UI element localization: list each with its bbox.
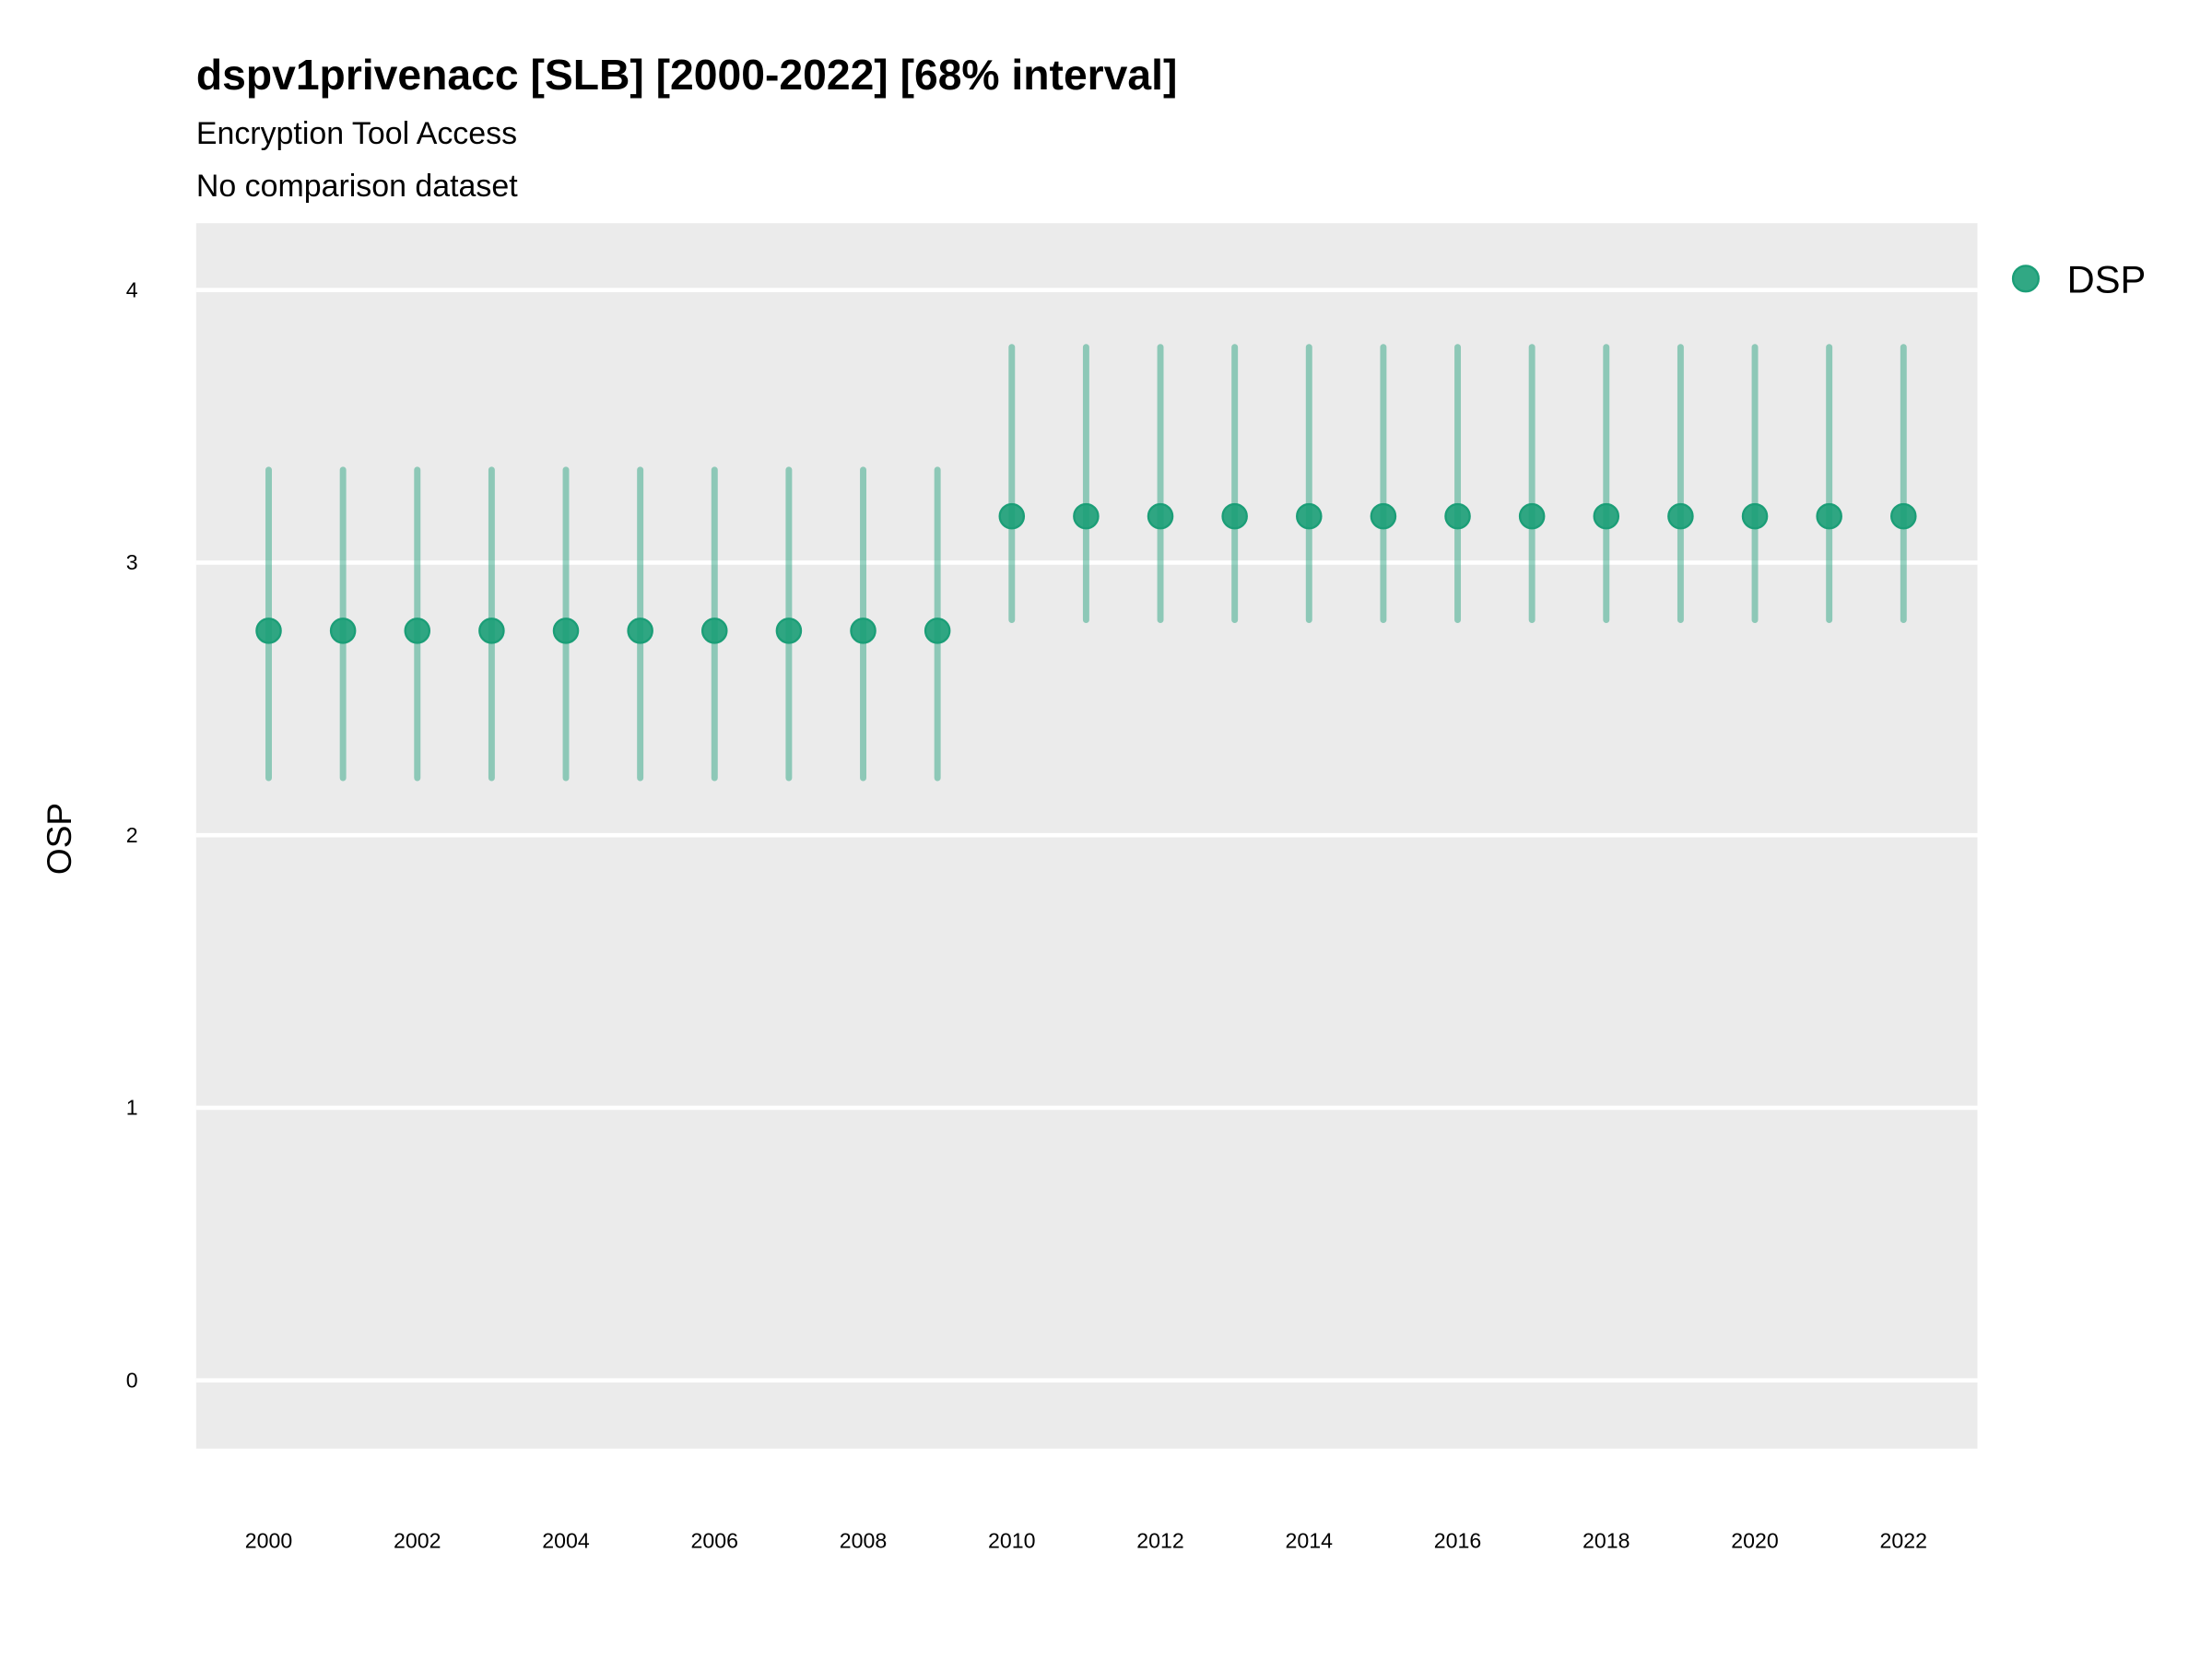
point-2020 — [1741, 502, 1769, 530]
x-tick-label: 2008 — [840, 1529, 887, 1553]
chart-title: dspv1privenacc [SLB] [2000-2022] [68% in… — [196, 51, 1178, 99]
point-2018 — [1593, 502, 1620, 530]
y-tick-label: 4 — [126, 277, 138, 301]
x-tick-label: 2018 — [1583, 1529, 1630, 1553]
x-tick-label: 2002 — [394, 1529, 441, 1553]
x-tick-label: 2022 — [1880, 1529, 1927, 1553]
point-2010 — [998, 502, 1026, 530]
point-2016 — [1444, 502, 1471, 530]
point-2003 — [478, 618, 505, 644]
legend: DSP — [2011, 258, 2147, 301]
y-tick-label: 3 — [126, 550, 138, 574]
point-2000 — [255, 618, 282, 644]
point-2008 — [850, 618, 877, 644]
x-tick-label: 2012 — [1136, 1529, 1183, 1553]
point-2021 — [1816, 502, 1842, 530]
y-axis-label: OSP — [40, 803, 78, 875]
point-2014 — [1296, 502, 1323, 530]
x-tick-label: 2000 — [245, 1529, 292, 1553]
point-2007 — [775, 618, 803, 644]
x-tick-label: 2020 — [1731, 1529, 1778, 1553]
point-2006 — [701, 618, 728, 644]
point-2012 — [1147, 502, 1174, 530]
y-tick-label: 0 — [126, 1368, 138, 1392]
x-tick-label: 2010 — [988, 1529, 1035, 1553]
point-2011 — [1073, 502, 1100, 530]
point-2004 — [552, 618, 580, 644]
y-tick-label: 1 — [126, 1096, 138, 1120]
chart-subtitle: Encryption Tool Access — [196, 116, 517, 151]
point-2015 — [1370, 502, 1397, 530]
legend-label-dsp: DSP — [2067, 258, 2147, 301]
point-2009 — [924, 618, 951, 644]
chart-caption: No comparison dataset — [196, 169, 518, 204]
point-2022 — [1890, 502, 1917, 530]
point-2002 — [404, 618, 431, 644]
x-tick-label: 2014 — [1286, 1529, 1334, 1553]
point-2001 — [329, 618, 357, 644]
y-tick-label: 2 — [126, 823, 138, 847]
point-2005 — [627, 618, 653, 644]
legend-key-dsp — [2011, 265, 2040, 293]
x-tick-label: 2006 — [691, 1529, 738, 1553]
point-2013 — [1221, 502, 1248, 530]
point-2019 — [1667, 502, 1694, 530]
x-tick-label: 2004 — [542, 1529, 590, 1553]
point-2017 — [1518, 502, 1546, 530]
x-tick-label: 2016 — [1434, 1529, 1481, 1553]
